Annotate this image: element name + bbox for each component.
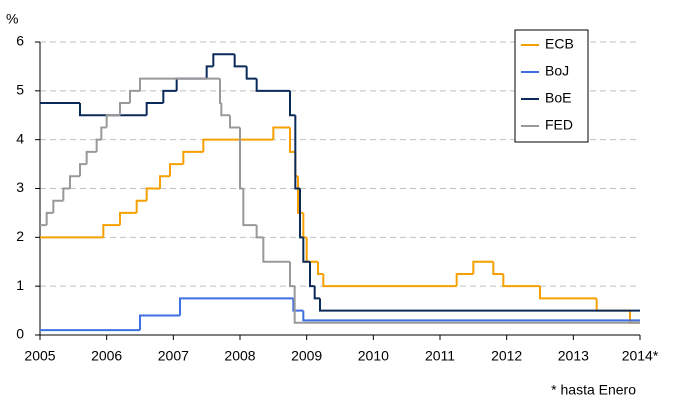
step-segment	[175, 77, 207, 91]
step-segment	[289, 90, 296, 117]
step-segment	[242, 188, 257, 227]
step-segment	[319, 298, 640, 312]
step-segment	[302, 212, 307, 239]
step-segment	[139, 314, 180, 331]
step-segment	[205, 65, 214, 79]
x-tick-label: 2007	[158, 348, 189, 364]
step-segment	[129, 89, 140, 104]
step-segment	[105, 114, 120, 128]
step-segment	[85, 150, 97, 165]
x-tick-label: 2012	[491, 348, 522, 364]
step-segment	[539, 286, 597, 300]
series-line	[40, 126, 640, 324]
x-tick-label: 2006	[91, 348, 122, 364]
step-segment	[502, 273, 540, 288]
step-segment	[229, 115, 240, 129]
legend-label: FED	[545, 117, 573, 133]
step-segment	[305, 237, 318, 263]
step-segment	[595, 298, 630, 312]
series-line	[40, 297, 640, 332]
step-segment	[294, 115, 300, 190]
step-segment	[179, 297, 294, 316]
step-segment	[159, 175, 170, 189]
step-segment	[293, 286, 304, 324]
step-segment	[472, 260, 494, 274]
legend-box	[514, 29, 589, 143]
step-segment	[52, 199, 64, 213]
step-segment	[212, 53, 235, 67]
step-segment	[220, 103, 230, 117]
y-tick-label: 1	[16, 277, 24, 293]
footnote: * hasta Enero	[551, 382, 636, 398]
legend-label: BoJ	[545, 63, 569, 79]
x-tick-label: 2014*	[622, 348, 659, 364]
step-segment	[455, 272, 474, 287]
step-segment	[95, 138, 102, 152]
step-segment	[119, 211, 137, 226]
step-segment	[309, 261, 315, 288]
y-tick-label: 3	[16, 179, 24, 195]
step-segment	[102, 224, 120, 238]
y-axis-label: %	[6, 11, 18, 27]
legend-label: ECB	[545, 36, 574, 52]
step-segment	[79, 103, 147, 117]
step-segment	[322, 273, 330, 288]
y-tick-label: 2	[16, 228, 24, 244]
x-tick-label: 2005	[24, 348, 55, 364]
step-segment	[62, 187, 70, 201]
step-segment	[233, 54, 247, 68]
step-segment	[317, 261, 324, 275]
y-tick-label: 6	[16, 33, 24, 49]
legend-label: BoE	[545, 90, 571, 106]
step-segment	[255, 225, 264, 239]
step-segment	[169, 163, 184, 177]
x-tick-label: 2011	[425, 348, 455, 364]
step-segment	[239, 127, 244, 190]
step-segment	[79, 163, 87, 177]
step-segment	[145, 187, 160, 201]
x-tick-label: 2013	[558, 348, 589, 364]
step-segment	[292, 298, 304, 312]
y-tick-label: 4	[16, 130, 24, 146]
step-segment	[182, 150, 204, 165]
step-segment	[69, 175, 80, 189]
step-segment	[299, 188, 304, 239]
step-segment	[492, 261, 504, 275]
step-segment	[135, 199, 147, 213]
step-segment	[302, 310, 640, 322]
y-tick-label: 0	[16, 326, 24, 342]
x-tick-label: 2009	[291, 348, 322, 364]
step-segment	[272, 126, 290, 140]
step-segment	[313, 286, 320, 300]
step-segment	[302, 237, 310, 263]
step-segment	[262, 237, 290, 263]
x-tick-label: 2008	[224, 348, 255, 364]
step-segment	[139, 77, 220, 91]
step-segment	[255, 78, 290, 92]
y-tick-label: 5	[16, 82, 24, 98]
step-segment	[245, 66, 257, 80]
step-segment	[119, 102, 130, 116]
step-segment	[145, 102, 164, 116]
series-line	[40, 77, 640, 324]
step-segment	[289, 127, 296, 153]
step-segment	[162, 89, 177, 104]
step-segment	[289, 261, 295, 288]
x-tick-label: 2010	[358, 348, 389, 364]
step-segment	[202, 138, 274, 152]
step-segment	[100, 126, 107, 140]
step-segment	[45, 211, 54, 226]
